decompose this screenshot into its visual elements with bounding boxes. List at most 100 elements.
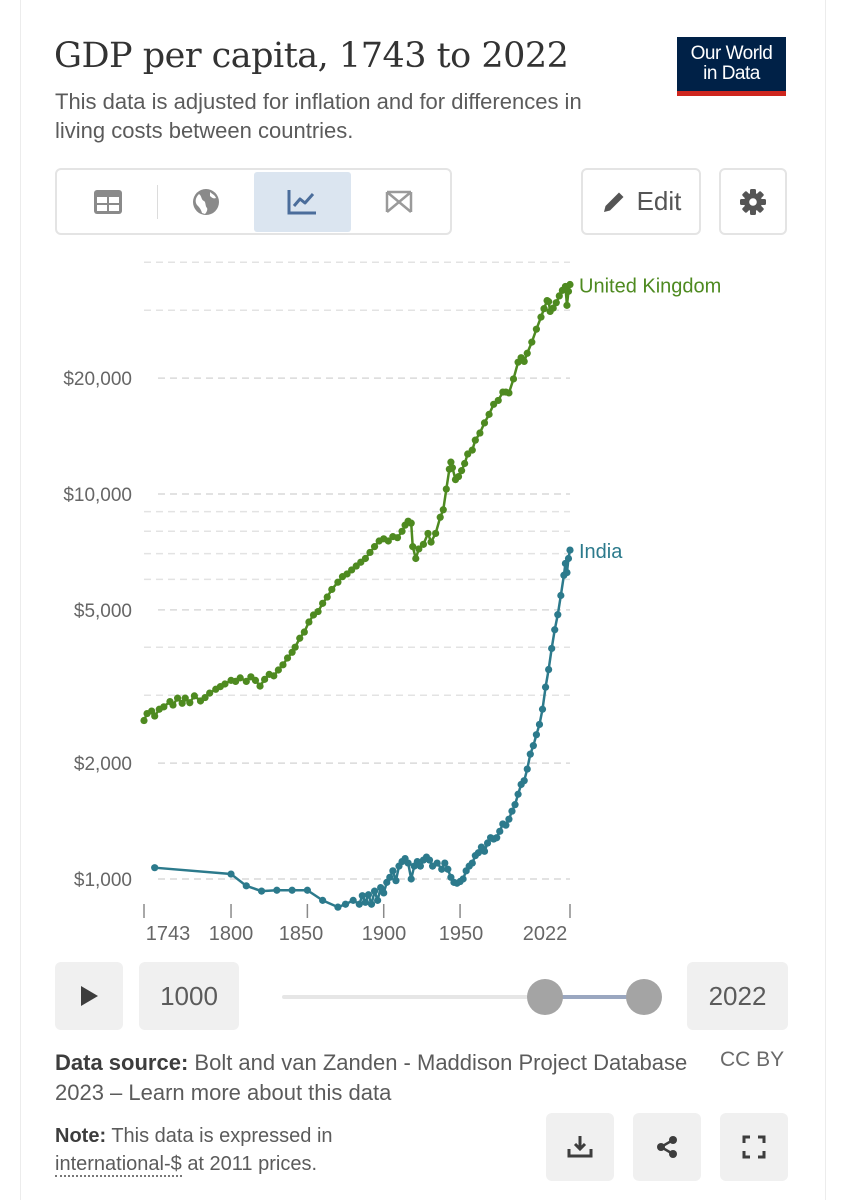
data-point-india	[319, 896, 327, 904]
play-button[interactable]	[55, 962, 123, 1030]
data-point-united-kingdom	[393, 534, 402, 542]
data-point-india	[358, 892, 366, 900]
data-point-india	[551, 626, 559, 634]
data-point-india	[257, 887, 266, 895]
note-text-2: at 2011 prices.	[187, 1153, 318, 1175]
data-point-united-kingdom	[384, 537, 392, 545]
data-point-united-kingdom	[552, 299, 560, 307]
globe-icon	[192, 188, 219, 215]
data-point-india	[502, 821, 510, 829]
data-point-united-kingdom	[447, 458, 455, 466]
end-year-input[interactable]: 2022	[687, 962, 788, 1030]
tab-chart[interactable]	[254, 171, 351, 232]
timeline-start-handle[interactable]	[527, 979, 563, 1015]
data-point-united-kingdom	[454, 472, 463, 481]
license-link[interactable]: CC BY	[720, 1048, 785, 1071]
note-text-1: This data is expressed in	[111, 1125, 333, 1147]
data-point-united-kingdom	[436, 513, 444, 521]
data-point-india	[535, 720, 544, 729]
data-point-united-kingdom	[291, 643, 299, 651]
data-point-united-kingdom	[300, 628, 308, 636]
data-point-united-kingdom	[549, 304, 557, 312]
note-link[interactable]: international-$	[55, 1153, 182, 1177]
tab-table[interactable]	[60, 172, 157, 232]
series-line-india	[154, 549, 572, 909]
settings-button[interactable]	[719, 168, 787, 235]
timeline-selected-range	[545, 995, 645, 999]
data-point-united-kingdom	[509, 375, 518, 383]
y-tick-label: $2,000	[74, 754, 132, 775]
data-point-united-kingdom	[361, 554, 369, 563]
data-point-india	[349, 896, 357, 904]
data-point-united-kingdom	[494, 396, 502, 405]
data-point-united-kingdom	[409, 543, 417, 551]
data-point-india	[407, 875, 415, 883]
data-point-india	[548, 644, 556, 653]
data-point-india	[526, 750, 534, 758]
data-point-united-kingdom	[178, 699, 186, 707]
series-label-united-kingdom: United Kingdom	[579, 276, 721, 298]
data-point-united-kingdom	[407, 519, 415, 527]
data-point-united-kingdom	[314, 607, 322, 616]
data-point-india	[557, 591, 565, 600]
data-point-india	[389, 867, 397, 875]
share-button[interactable]	[633, 1113, 701, 1181]
data-point-united-kingdom	[520, 357, 528, 366]
data-point-united-kingdom	[319, 599, 327, 607]
y-tick-label: $20,000	[63, 369, 132, 390]
data-point-india	[529, 742, 537, 750]
data-point-india	[425, 856, 434, 864]
y-tick-label: $10,000	[63, 485, 132, 506]
data-point-india	[441, 859, 449, 867]
fullscreen-button[interactable]	[720, 1113, 788, 1181]
data-point-india	[416, 862, 424, 870]
data-point-india	[563, 568, 571, 577]
data-point-united-kingdom	[328, 585, 336, 594]
start-year-input[interactable]: 1000	[139, 962, 239, 1030]
series-label-india: India	[579, 541, 623, 563]
edit-button[interactable]: Edit	[581, 168, 701, 235]
data-point-united-kingdom	[545, 298, 553, 306]
data-point-united-kingdom	[221, 680, 229, 688]
x-tick-label: 1800	[209, 923, 254, 945]
data-point-india	[520, 777, 528, 785]
data-point-india	[532, 731, 541, 739]
data-point-india	[355, 900, 363, 908]
data-point-united-kingdom	[523, 349, 531, 357]
data-point-india	[564, 554, 573, 563]
data-point-united-kingdom	[419, 540, 428, 548]
data-point-united-kingdom	[186, 699, 194, 707]
data-point-united-kingdom	[505, 389, 513, 397]
data-point-india	[459, 875, 467, 883]
data-point-united-kingdom	[274, 666, 282, 674]
owid-logo[interactable]: Our World in Data	[677, 37, 786, 96]
marimekko-icon	[385, 190, 412, 213]
data-point-india	[541, 683, 550, 691]
data-point-united-kingdom	[564, 287, 573, 295]
source-text[interactable]: Bolt and van Zanden - Maddison Project D…	[55, 1050, 688, 1105]
data-point-india	[367, 900, 376, 908]
x-tick-label: 2022	[523, 923, 568, 945]
data-point-united-kingdom	[296, 634, 304, 642]
data-point-india	[380, 889, 388, 897]
logo-line-2: in Data	[703, 63, 760, 84]
data-source: Data source: Bolt and van Zanden - Maddi…	[55, 1048, 695, 1108]
data-point-united-kingdom	[540, 305, 548, 313]
data-point-india	[377, 883, 385, 892]
data-point-united-kingdom	[532, 325, 541, 333]
data-point-india	[370, 887, 379, 895]
data-point-united-kingdom	[442, 485, 450, 493]
data-point-united-kingdom	[461, 459, 469, 468]
gear-icon	[740, 188, 766, 215]
table-icon	[94, 189, 123, 214]
tab-map[interactable]	[158, 172, 255, 232]
data-point-india	[433, 859, 441, 867]
timeline-track[interactable]	[282, 995, 644, 999]
data-point-india	[468, 859, 476, 867]
tab-marimekko[interactable]	[351, 172, 448, 232]
download-button[interactable]	[546, 1113, 614, 1181]
data-point-united-kingdom	[256, 682, 264, 690]
data-point-india	[508, 807, 516, 815]
timeline-end-handle[interactable]	[626, 979, 662, 1015]
data-point-india	[566, 546, 574, 554]
